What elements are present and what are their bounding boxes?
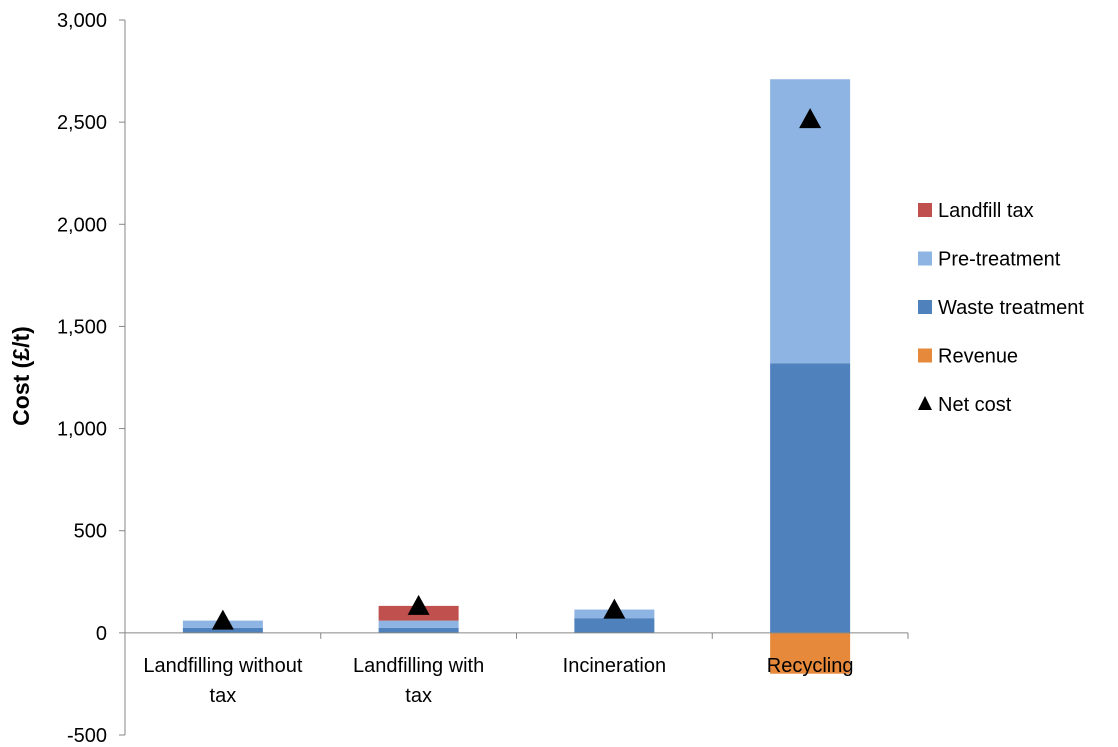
- bar-waste-treatment-1: [182, 627, 263, 633]
- net-cost-marker-3: [603, 598, 626, 619]
- net-cost-marker-1: [211, 609, 234, 630]
- category-label: tax: [405, 685, 432, 707]
- y-tick-label: 3,000: [57, 10, 107, 32]
- category-label: Landfilling with: [353, 655, 484, 677]
- legend: Landfill tax Pre-treatment Waste treatment…: [918, 200, 1084, 416]
- bar-revenue-4: [770, 632, 851, 674]
- legend-swatch-pre-treatment: [918, 251, 932, 266]
- bar-waste-treatment-3: [574, 618, 655, 633]
- net-cost-marker-2: [407, 594, 430, 615]
- bars-layer: [182, 79, 851, 674]
- bar-waste-treatment-4: [770, 363, 851, 633]
- y-axis-label: Cost (£/t): [8, 326, 34, 426]
- y-tick-label: 2,500: [57, 112, 107, 134]
- category-label: Landfilling without: [143, 655, 302, 677]
- legend-swatch-landfill-tax: [918, 203, 932, 217]
- y-tick-label: 1,000: [57, 419, 107, 441]
- net-cost-marker-4: [799, 108, 822, 129]
- y-tick-label: -500: [67, 725, 107, 747]
- bar-waste-treatment-2: [378, 627, 459, 633]
- legend-label-pre-treatment: Pre-treatment: [938, 249, 1061, 271]
- legend-swatch-waste-treatment: [918, 300, 932, 314]
- category-labels: Landfilling without tax Landfilling with ta…: [143, 655, 853, 707]
- y-tick-label: 1,500: [57, 316, 107, 338]
- legend-label-revenue: Revenue: [938, 346, 1018, 368]
- y-tick-label: 500: [74, 521, 107, 543]
- legend-label-landfill-tax: Landfill tax: [938, 200, 1034, 222]
- bar-pre-treatment-2: [378, 620, 459, 628]
- category-label: tax: [210, 685, 237, 707]
- category-label: Recycling: [767, 655, 854, 677]
- legend-label-waste-treatment: Waste treatment: [938, 297, 1084, 319]
- net-cost-markers: [211, 108, 822, 630]
- y-tick-label: 0: [96, 623, 107, 645]
- y-tick-label: 2,000: [57, 214, 107, 236]
- category-label: Incineration: [563, 655, 666, 677]
- legend-swatch-revenue: [918, 348, 932, 363]
- axes-layer: [119, 19, 909, 736]
- y-tick-labels: -500 0 500 1,000 1,500 2,000 2,500 3,000: [57, 10, 107, 747]
- legend-label-net-cost: Net cost: [938, 394, 1012, 416]
- legend-marker-net-cost: [918, 396, 932, 410]
